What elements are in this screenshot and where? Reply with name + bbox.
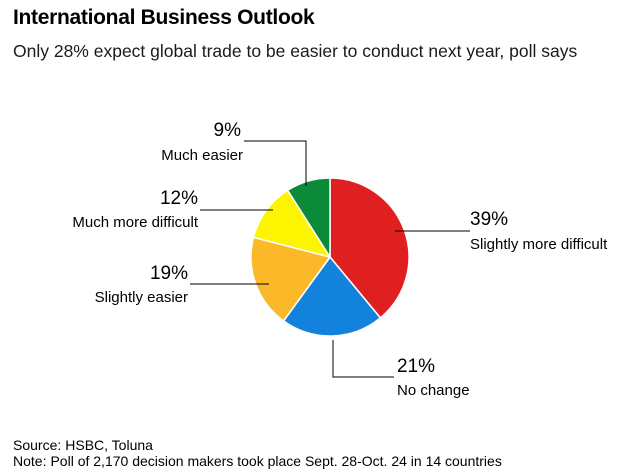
pie-slice-slightly-more-difficult [329, 177, 410, 319]
pie-slice-much-more-difficult [252, 189, 331, 258]
note-label: Note: [13, 453, 47, 469]
source-label: Source: [13, 437, 62, 453]
leader-line-much-easier [244, 140, 307, 186]
pie-slice-no-change [282, 256, 382, 337]
note-line: Note: Poll of 2,170 decision makers took … [13, 453, 502, 469]
slice-label-slightly-easier: Slightly easier [95, 289, 188, 306]
slice-value-slightly-easier: 19% [150, 263, 188, 284]
note-text: Poll of 2,170 decision makers took place… [50, 453, 502, 469]
pie-slice-much-easier [286, 177, 331, 258]
slice-label-slightly-more-difficult: Slightly more difficult [470, 236, 608, 253]
slice-value-much-more-difficult: 12% [160, 188, 198, 209]
slice-value-slightly-more-difficult: 39% [470, 209, 508, 230]
slice-label-no-change: No change [397, 382, 470, 399]
source-text: HSBC, Toluna [65, 437, 153, 453]
slice-labels: 39% Slightly more difficult 21% No change 19… [72, 120, 608, 399]
leader-line-no-change [332, 340, 394, 378]
slice-value-no-change: 21% [397, 356, 435, 377]
chart-title: International Business Outlook [13, 6, 315, 29]
source-line: Source: HSBC, Toluna [13, 437, 502, 453]
label-leaders [190, 140, 470, 378]
slice-value-much-easier: 9% [214, 120, 242, 141]
slice-label-much-more-difficult: Much more difficult [72, 214, 198, 231]
pie-slices [250, 177, 410, 337]
slice-label-much-easier: Much easier [161, 147, 243, 164]
chart-footer: Source: HSBC, Toluna Note: Poll of 2,170 d… [13, 437, 502, 469]
chart-subtitle: Only 28% expect global trade to be easie… [13, 41, 578, 61]
